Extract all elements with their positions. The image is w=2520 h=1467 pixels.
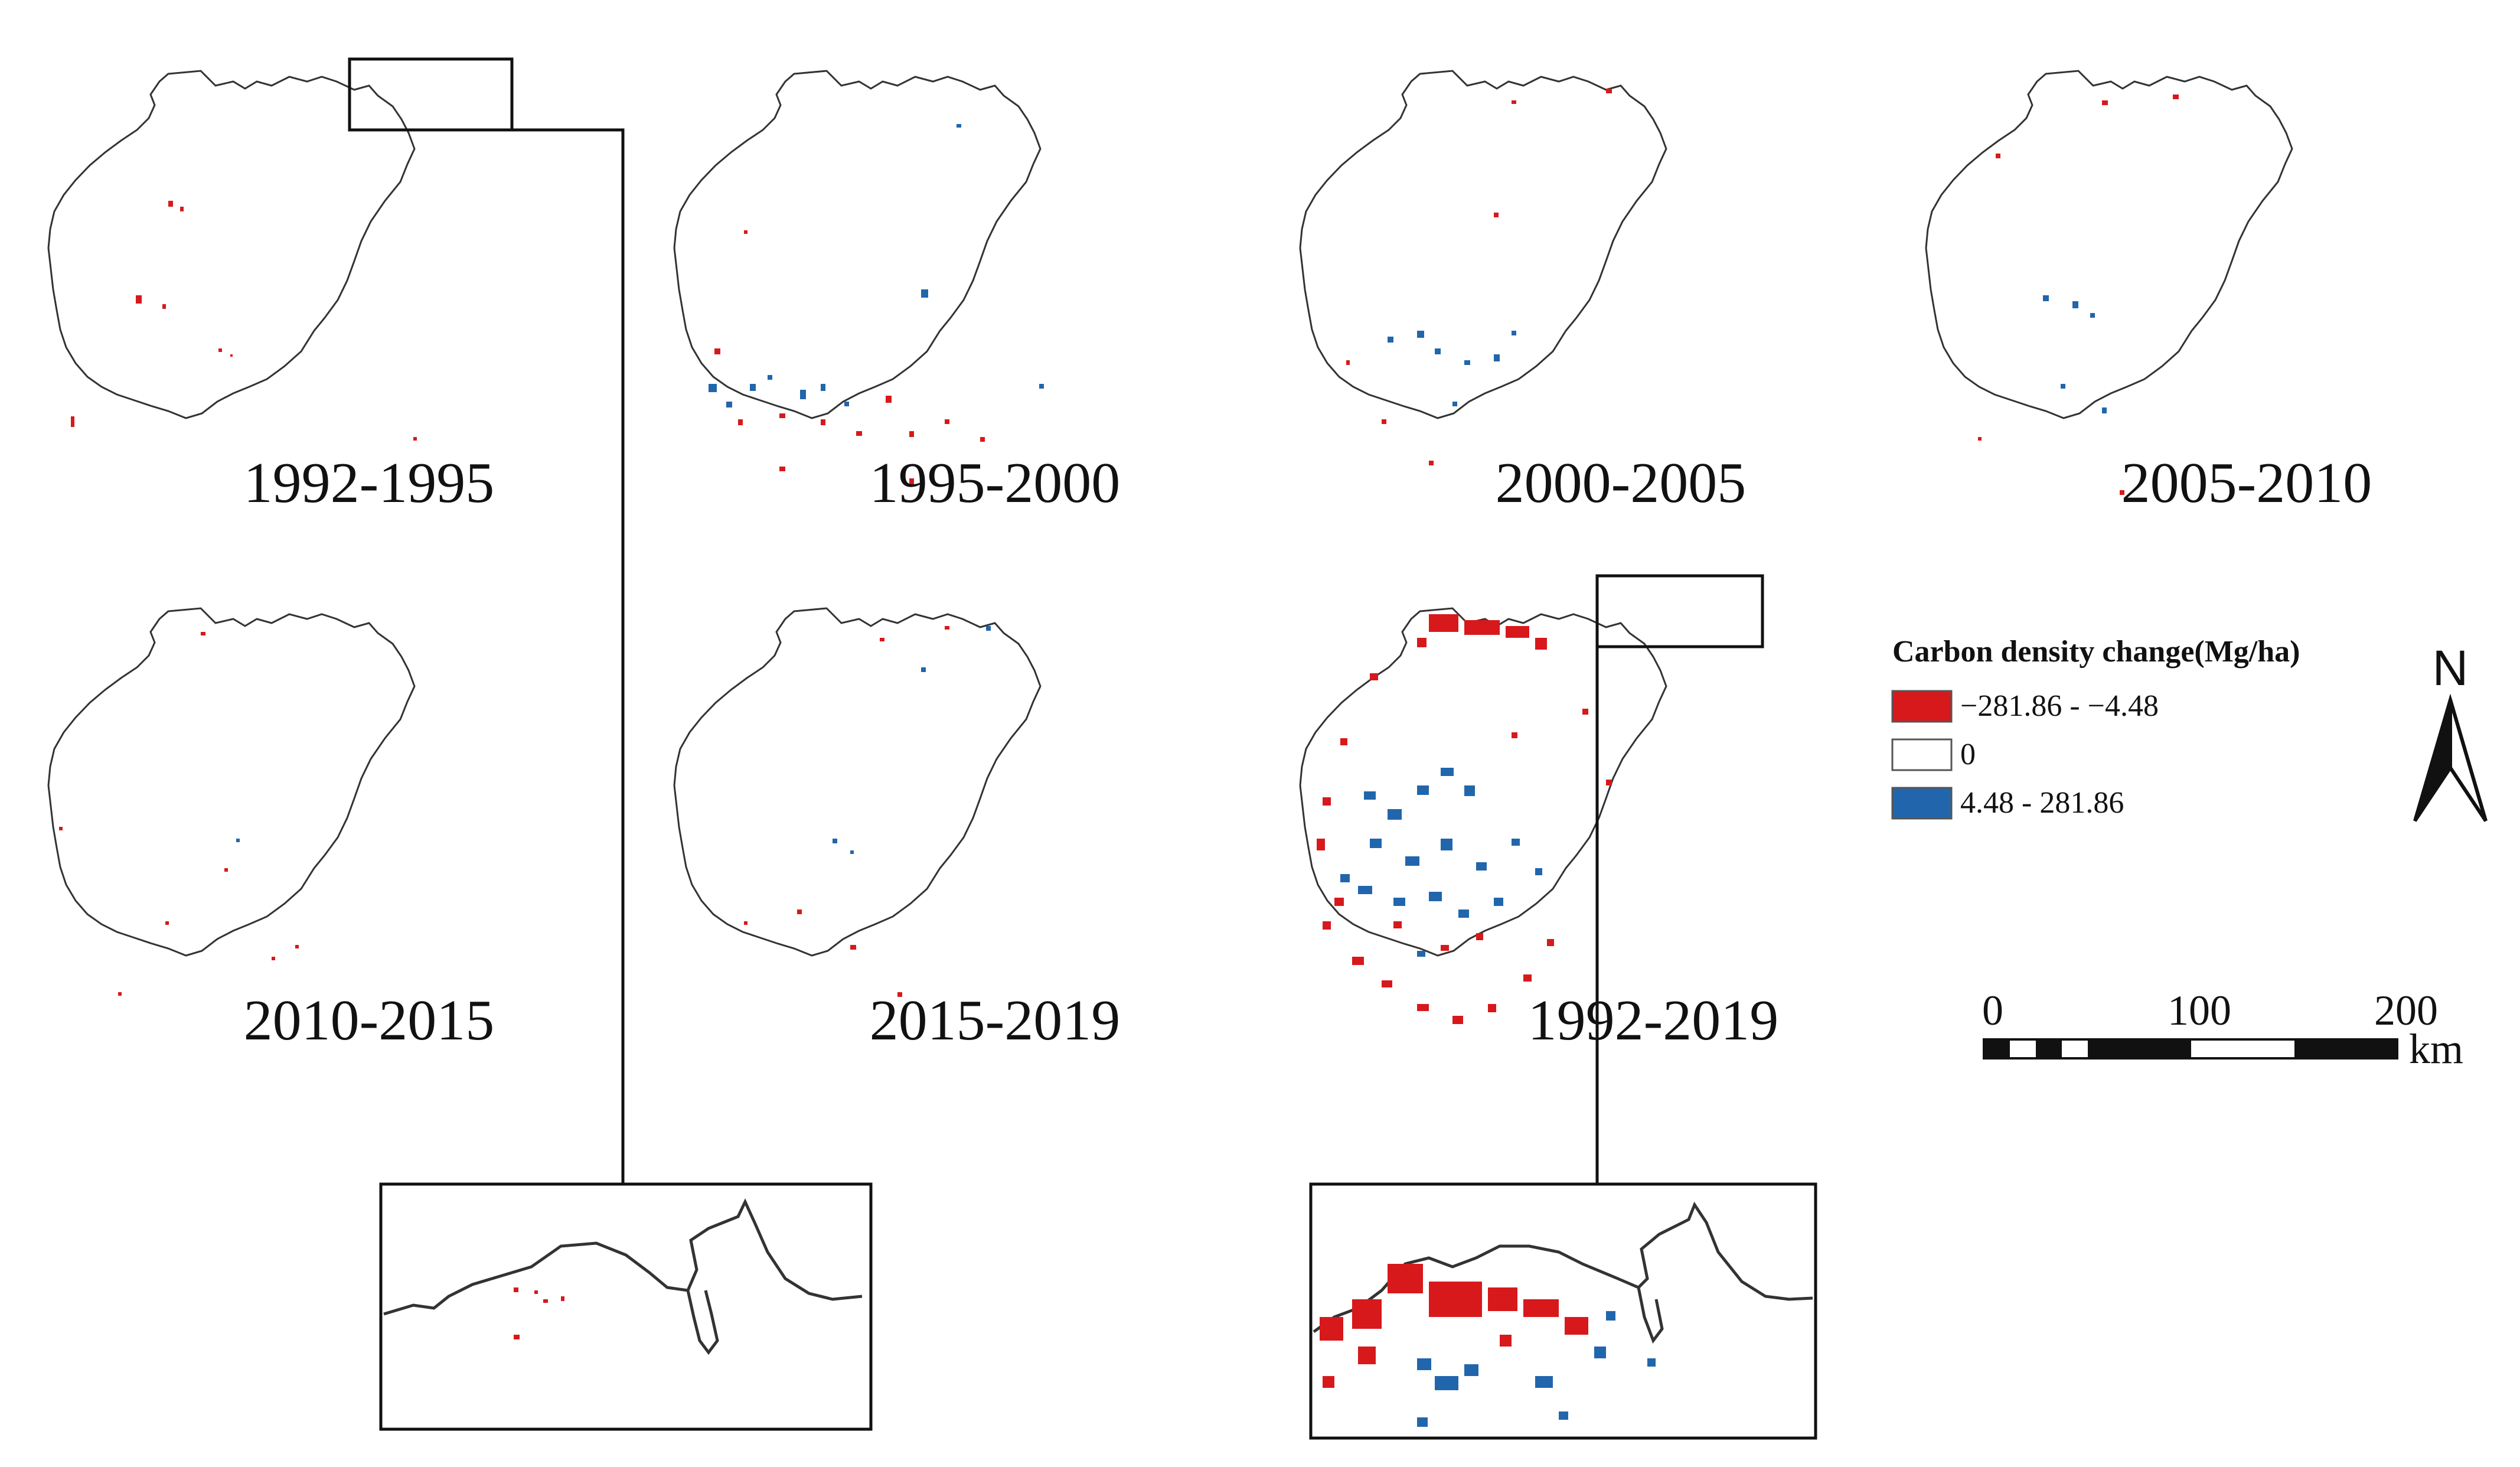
- scale-bar: 0 100 200 km: [1982, 987, 2463, 1072]
- change-patches: [71, 201, 417, 441]
- island-outline: [1925, 70, 2293, 419]
- legend-swatch: [1891, 690, 1953, 723]
- period-label: 2000-2005: [1496, 451, 1747, 515]
- legend-label: −281.86 - −4.48: [1960, 689, 2159, 723]
- change-patches: [1317, 614, 1612, 1024]
- island-outline: [47, 70, 416, 419]
- map-panel-6: 2015-2019: [673, 607, 1121, 1052]
- map-panel-2: 1995-2000: [673, 70, 1121, 515]
- map-panel-3: 2000-2005: [1299, 70, 1747, 515]
- legend-label: 0: [1960, 738, 1976, 771]
- scale-unit: km: [2409, 1025, 2463, 1072]
- legend: Carbon density change(Mg/ha) −281.86 - −…: [1891, 635, 2300, 820]
- leader-line-1: [512, 128, 625, 1184]
- island-outline: [673, 70, 1042, 419]
- period-label: 1992-1995: [244, 451, 495, 515]
- legend-item: 4.48 - 281.86: [1891, 786, 2124, 820]
- highlight-box-1: [348, 57, 514, 132]
- period-label: 2015-2019: [870, 989, 1121, 1052]
- legend-title: Carbon density change(Mg/ha): [1892, 635, 2300, 669]
- period-label: 1992-2019: [1528, 989, 1779, 1052]
- inset-coastline: [383, 1198, 863, 1316]
- scale-tick: 200: [2374, 987, 2438, 1034]
- inset-1992-2019: [1309, 1182, 1817, 1440]
- island-outline: [47, 607, 416, 957]
- map-panel-5: 2010-2015: [47, 607, 495, 1052]
- legend-swatch: [1891, 738, 1953, 771]
- period-label: 2005-2010: [2121, 451, 2372, 515]
- north-label: N: [2433, 640, 2469, 696]
- map-panel-1: 1992-1995: [47, 70, 495, 515]
- change-patches: [1346, 89, 1612, 465]
- change-patches: [59, 632, 299, 996]
- legend-label: 4.48 - 281.86: [1960, 786, 2124, 820]
- legend-item: 0: [1891, 738, 1976, 771]
- island-outline: [1299, 70, 1667, 419]
- change-patches: [744, 626, 991, 997]
- legend-item: −281.86 - −4.48: [1891, 689, 2159, 723]
- highlight-box-7: [1595, 574, 1764, 648]
- island-outline: [673, 607, 1042, 957]
- change-patches: [709, 124, 1044, 484]
- period-label: 2010-2015: [244, 989, 495, 1052]
- map-panel-7: 1992-2019: [1299, 607, 1779, 1052]
- north-arrow-icon: N: [2413, 640, 2488, 822]
- scale-tick: 100: [2168, 987, 2231, 1034]
- map-panel-4: 2005-2010: [1925, 70, 2372, 515]
- inset-1992-1995: [379, 1182, 873, 1431]
- period-label: 1995-2000: [870, 451, 1121, 515]
- legend-swatch: [1891, 787, 1953, 820]
- change-patches: [1978, 94, 2179, 495]
- scale-tick: 0: [1982, 987, 2003, 1034]
